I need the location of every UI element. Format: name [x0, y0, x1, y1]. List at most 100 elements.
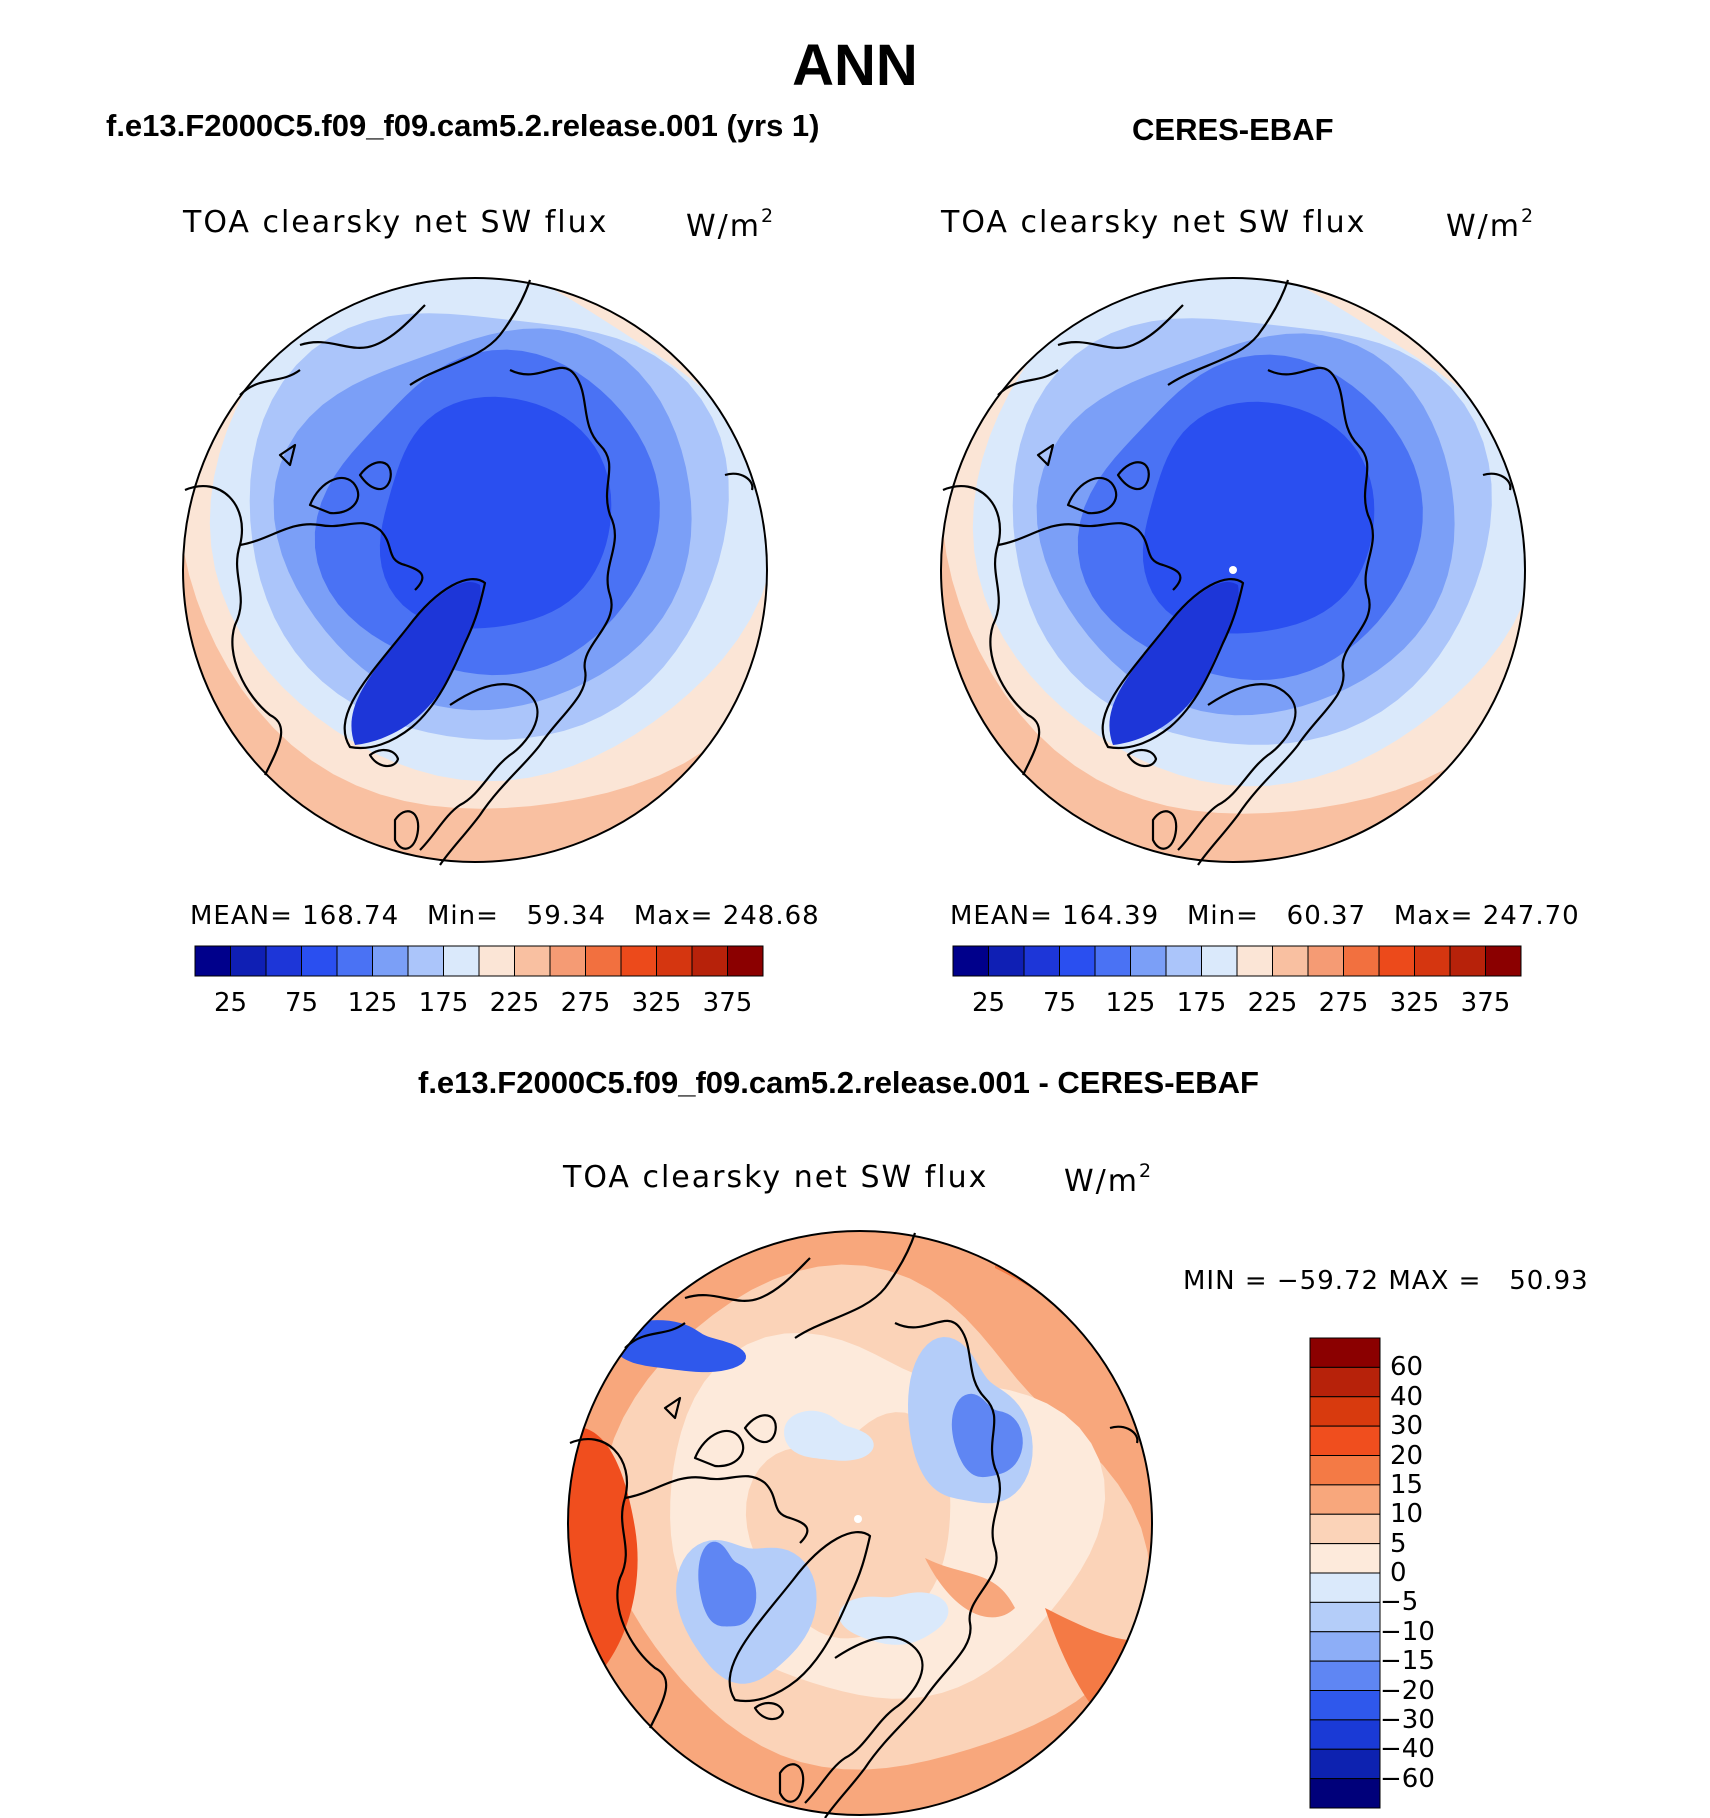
coastline-north-america [569, 1437, 809, 1729]
colorbar-swatch [514, 945, 551, 977]
colorbar-swatch [372, 945, 409, 977]
map-field [941, 278, 1525, 862]
field-cool-patch [839, 1592, 949, 1645]
greenland-field [351, 581, 481, 745]
colorbar-tick-label: 325 [1389, 988, 1440, 1018]
panel-2-variable-label: TOA clearsky net SW flux [941, 205, 1367, 240]
coastline-islands [278, 443, 392, 515]
colorbar-tick-label: 275 [560, 988, 611, 1018]
coastline-sakhalin [1482, 472, 1512, 491]
colorbar-tick-label: 25 [213, 988, 248, 1018]
colorbar-swatch [407, 945, 444, 977]
colorbar-swatch [1309, 1484, 1381, 1515]
colorbar-tick-label: 175 [418, 988, 469, 1018]
colorbar-tick-label: 5 [1390, 1528, 1407, 1559]
coastline-greenland [1101, 578, 1245, 750]
colorbar-tick-label: −40 [1380, 1734, 1435, 1765]
colorbar-swatch [478, 945, 515, 977]
panel-2-units-label: W/m2 [1446, 205, 1534, 244]
pole-marker [1229, 566, 1237, 574]
colorbar-swatch [988, 945, 1025, 977]
field-cool-patch [951, 1393, 1023, 1478]
coastline-eurasia [1167, 279, 1374, 866]
colorbar-swatch [1309, 1396, 1381, 1427]
coastline-north-america [184, 484, 424, 776]
field-cool-patch [614, 1320, 746, 1373]
colorbar-swatch [1201, 945, 1238, 977]
diff-colorbar [1309, 1337, 1381, 1809]
colorbar-tick-label: 375 [1460, 988, 1511, 1018]
colorbar-swatch [620, 945, 657, 977]
colorbar-tick-label: 40 [1390, 1381, 1424, 1412]
coastline-uk [778, 1763, 805, 1803]
field-warm-patch [925, 1558, 1015, 1618]
coastline-islands [663, 1396, 777, 1468]
pole-marker [854, 1515, 862, 1523]
map-field [568, 1231, 1152, 1815]
diff-units-label: W/m2 [1064, 1160, 1152, 1199]
coastline-north-america [942, 484, 1182, 776]
colorbar-tick-label: 125 [347, 988, 398, 1018]
colorbar-tick-label: −15 [1380, 1646, 1435, 1677]
colorbar-swatch [549, 945, 586, 977]
field-contour [1142, 401, 1375, 634]
coastline-iceland [368, 749, 400, 768]
colorbar-swatch [1309, 1719, 1381, 1750]
colorbar-swatch [1309, 1778, 1381, 1809]
panel-2-polar-map [940, 277, 1526, 866]
colorbar-swatch [230, 945, 267, 977]
panel-2-colorbar [952, 945, 1522, 977]
colorbar-tick-label: 125 [1105, 988, 1156, 1018]
greenland-field [1109, 581, 1239, 745]
colorbar-tick-label: 10 [1390, 1499, 1424, 1530]
panel-1-variable-label: TOA clearsky net SW flux [183, 205, 609, 240]
colorbar-tick-label: 375 [702, 988, 753, 1018]
colorbar-tick-label: 60 [1390, 1352, 1424, 1383]
colorbar-swatch [585, 945, 622, 977]
coastlines [942, 279, 1512, 866]
colorbar-swatch [1309, 1748, 1381, 1780]
colorbar-tick-label: 325 [631, 988, 682, 1018]
colorbar-swatch [1309, 1543, 1381, 1574]
colorbar-swatch [1059, 945, 1096, 977]
coastline-uk [1151, 810, 1178, 850]
colorbar-swatch [301, 945, 338, 977]
coastline-eurasia [794, 1232, 1001, 1818]
colorbar-swatch [1309, 1513, 1381, 1545]
colorbar-swatch [1165, 945, 1202, 977]
coastline-sakhalin [1109, 1425, 1139, 1444]
coastline-scandinavia [804, 1636, 924, 1804]
colorbar-tick-label: 25 [971, 988, 1006, 1018]
colorbar-swatch [1309, 1601, 1381, 1633]
colorbar-swatch [656, 945, 693, 977]
coastline-eurasia [409, 279, 616, 866]
colorbar-swatch [1309, 1425, 1381, 1456]
colorbar-swatch [1309, 1337, 1381, 1368]
diff-case-title: f.e13.F2000C5.f09_f09.cam5.2.release.001… [418, 1065, 1259, 1100]
colorbar-tick-label: 20 [1390, 1440, 1424, 1471]
panel-1-case-title: f.e13.F2000C5.f09_f09.cam5.2.release.001… [106, 108, 820, 143]
coastline-greenland [343, 578, 487, 750]
colorbar-swatch [1449, 945, 1486, 977]
colorbar-swatch [1309, 1660, 1381, 1691]
map-boundary-circle [940, 277, 1526, 863]
colorbar-swatch [727, 945, 764, 977]
colorbar-tick-label: −30 [1380, 1704, 1435, 1735]
panel-1-colorbar [194, 945, 764, 977]
map-boundary-circle [567, 1230, 1153, 1816]
diff-variable-label: TOA clearsky net SW flux [563, 1160, 989, 1195]
colorbar-swatch [691, 945, 728, 977]
colorbar-swatch [952, 945, 989, 977]
colorbar-swatch [1309, 1631, 1381, 1662]
colorbar-tick-label: −60 [1380, 1763, 1435, 1794]
diff-minmax-text: MIN = −59.72 MAX = 50.93 [1183, 1266, 1589, 1296]
colorbar-tick-label: 30 [1390, 1411, 1424, 1442]
coastline-sakhalin [724, 472, 754, 491]
map-boundary-circle [182, 277, 768, 863]
colorbar-swatch [443, 945, 480, 977]
colorbar-tick-label: −10 [1380, 1616, 1435, 1647]
colorbar-swatch [265, 945, 302, 977]
colorbar-tick-label: 0 [1390, 1558, 1407, 1588]
colorbar-swatch [1309, 1366, 1381, 1398]
colorbar-swatch [1309, 1690, 1381, 1721]
